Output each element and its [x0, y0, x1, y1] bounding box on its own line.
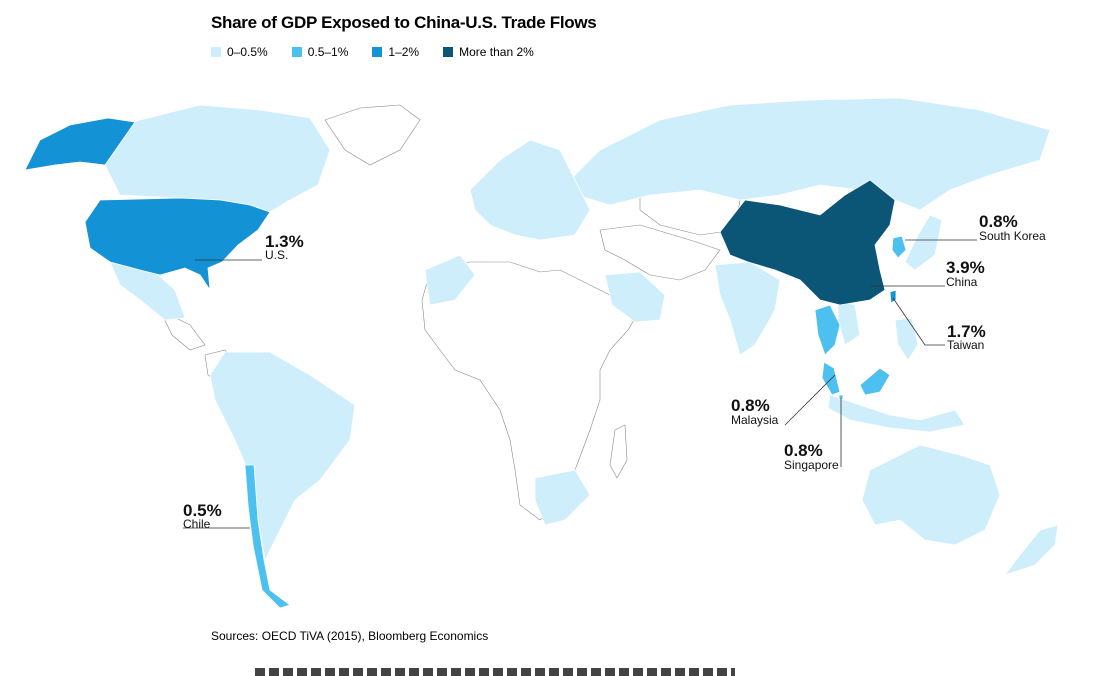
region-vietnam	[837, 299, 861, 346]
legend-label-3: More than 2%	[459, 45, 534, 59]
land-madagascar	[609, 424, 628, 479]
annotation-us: 1.3% U.S.	[195, 232, 304, 262]
value-taiwan: 1.7%	[947, 322, 986, 341]
label-taiwan: Taiwan	[947, 338, 984, 352]
region-indonesia	[827, 394, 966, 433]
region-singapore	[838, 394, 844, 400]
value-south-korea: 0.8%	[979, 212, 1018, 231]
label-china: China	[946, 275, 978, 289]
map-legend: 0–0.5% 0.5–1% 1–2% More than 2%	[211, 45, 534, 59]
bucket-2-group	[24, 117, 897, 304]
legend-item-1: 0.5–1%	[291, 45, 349, 59]
region-russia	[559, 97, 1051, 211]
annotation-singapore: 0.8% Singapore	[784, 398, 842, 472]
land-central-america	[159, 309, 206, 351]
region-philippines	[894, 317, 919, 361]
region-europe	[469, 139, 591, 241]
region-north-africa-west	[424, 254, 476, 306]
bucket-0-group	[104, 97, 1059, 576]
legend-swatch-2	[372, 47, 383, 57]
region-south-africa	[534, 469, 591, 526]
legend-swatch-3	[443, 47, 454, 57]
label-malaysia: Malaysia	[731, 413, 779, 427]
source-note: Sources: OECD TiVA (2015), Bloomberg Eco…	[211, 629, 489, 643]
region-india	[714, 261, 781, 356]
value-us: 1.3%	[265, 232, 304, 251]
value-chile: 0.5%	[183, 501, 222, 520]
region-australia	[861, 444, 1001, 546]
label-us: U.S.	[265, 248, 288, 262]
region-saudi	[604, 271, 666, 323]
annotation-south-korea: 0.8% South Korea	[905, 212, 1046, 243]
annotation-malaysia: 0.8% Malaysia	[731, 374, 836, 427]
annotation-taiwan: 1.7% Taiwan	[892, 297, 986, 352]
label-chile: Chile	[183, 517, 211, 531]
label-singapore: Singapore	[784, 458, 839, 472]
value-malaysia: 0.8%	[731, 396, 770, 415]
land-greenland-edge	[324, 104, 421, 166]
region-chile	[244, 464, 291, 609]
region-alaska	[24, 117, 136, 171]
land-middle-east	[599, 224, 721, 281]
map-title: Share of GDP Exposed to China-U.S. Trade…	[211, 13, 597, 32]
region-japan	[904, 214, 943, 271]
annotation-china: 3.9% China	[870, 258, 985, 289]
region-south-korea	[891, 235, 907, 259]
label-south-korea: South Korea	[979, 229, 1046, 243]
cutoff-text-row	[255, 668, 735, 676]
leader-taiwan	[892, 297, 945, 346]
region-malaysia-borneo	[859, 367, 891, 396]
legend-swatch-0	[211, 47, 221, 57]
region-canada	[104, 104, 331, 213]
region-usa	[84, 197, 271, 291]
legend-label-1: 0.5–1%	[307, 45, 349, 59]
legend-label-2: 1–2%	[388, 45, 420, 59]
value-singapore: 0.8%	[784, 441, 823, 460]
legend-item-3: More than 2%	[443, 45, 534, 59]
annotation-chile: 0.5% Chile	[183, 501, 250, 531]
region-china	[719, 179, 896, 306]
leader-malaysia	[784, 374, 836, 426]
value-china: 3.9%	[946, 258, 985, 277]
region-thailand	[814, 304, 841, 356]
region-new-zealand	[1003, 524, 1059, 576]
legend-label-0: 0–0.5%	[227, 45, 268, 59]
land-africa	[421, 261, 641, 521]
region-south-america	[209, 351, 356, 562]
bucket-3-group	[719, 179, 896, 306]
legend-item-0: 0–0.5%	[211, 45, 268, 59]
legend-item-2: 1–2%	[372, 45, 419, 59]
legend-swatch-1	[291, 47, 302, 57]
